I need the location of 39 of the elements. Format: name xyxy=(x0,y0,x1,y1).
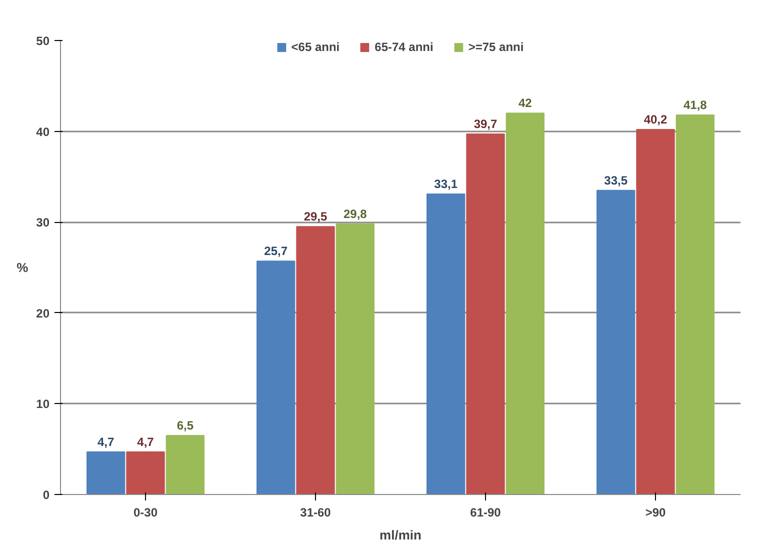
data-label: 29,8 xyxy=(343,206,368,221)
bar xyxy=(296,226,335,494)
bar xyxy=(506,112,545,494)
data-label: 42 xyxy=(518,96,532,110)
y-tick-label: 10 xyxy=(36,397,50,412)
x-axis-title: ml/min xyxy=(380,528,422,542)
legend-label: 65-74 anni xyxy=(374,40,434,54)
x-tick-label: >90 xyxy=(645,506,666,520)
x-tick-label: 61-90 xyxy=(470,506,502,520)
x-tick-label: 31-60 xyxy=(300,506,332,520)
bar xyxy=(256,260,296,494)
data-label: 29,5 xyxy=(304,210,328,224)
data-label: 25,7 xyxy=(264,244,288,258)
data-label: 40,2 xyxy=(644,112,668,126)
bar xyxy=(676,114,715,494)
data-label: 6,5 xyxy=(176,418,194,432)
y-tick-label: 40 xyxy=(36,124,50,139)
y-tick-label: 0 xyxy=(42,488,50,502)
data-label: 41,8 xyxy=(683,98,708,112)
y-axis-title: % xyxy=(16,260,29,275)
data-label: 39,7 xyxy=(474,117,498,132)
y-tick-label: 50 xyxy=(36,34,50,48)
bar xyxy=(466,134,505,494)
y-tick-label: 20 xyxy=(36,306,50,320)
data-label: 4,7 xyxy=(97,434,114,449)
legend-label: >=75 anni xyxy=(468,40,524,54)
bar xyxy=(336,223,375,494)
bar xyxy=(426,193,466,494)
bar xyxy=(596,190,636,494)
data-label: 4,7 xyxy=(137,434,154,449)
x-tick-label: 0-30 xyxy=(133,506,158,520)
bar xyxy=(126,451,165,494)
data-label: 33,5 xyxy=(604,173,628,188)
legend-label: <65 anni xyxy=(291,40,340,54)
bar xyxy=(166,434,205,494)
bar xyxy=(86,451,126,494)
bar xyxy=(636,128,675,494)
data-label: 33,1 xyxy=(434,176,458,191)
y-tick-label: 30 xyxy=(36,216,50,230)
